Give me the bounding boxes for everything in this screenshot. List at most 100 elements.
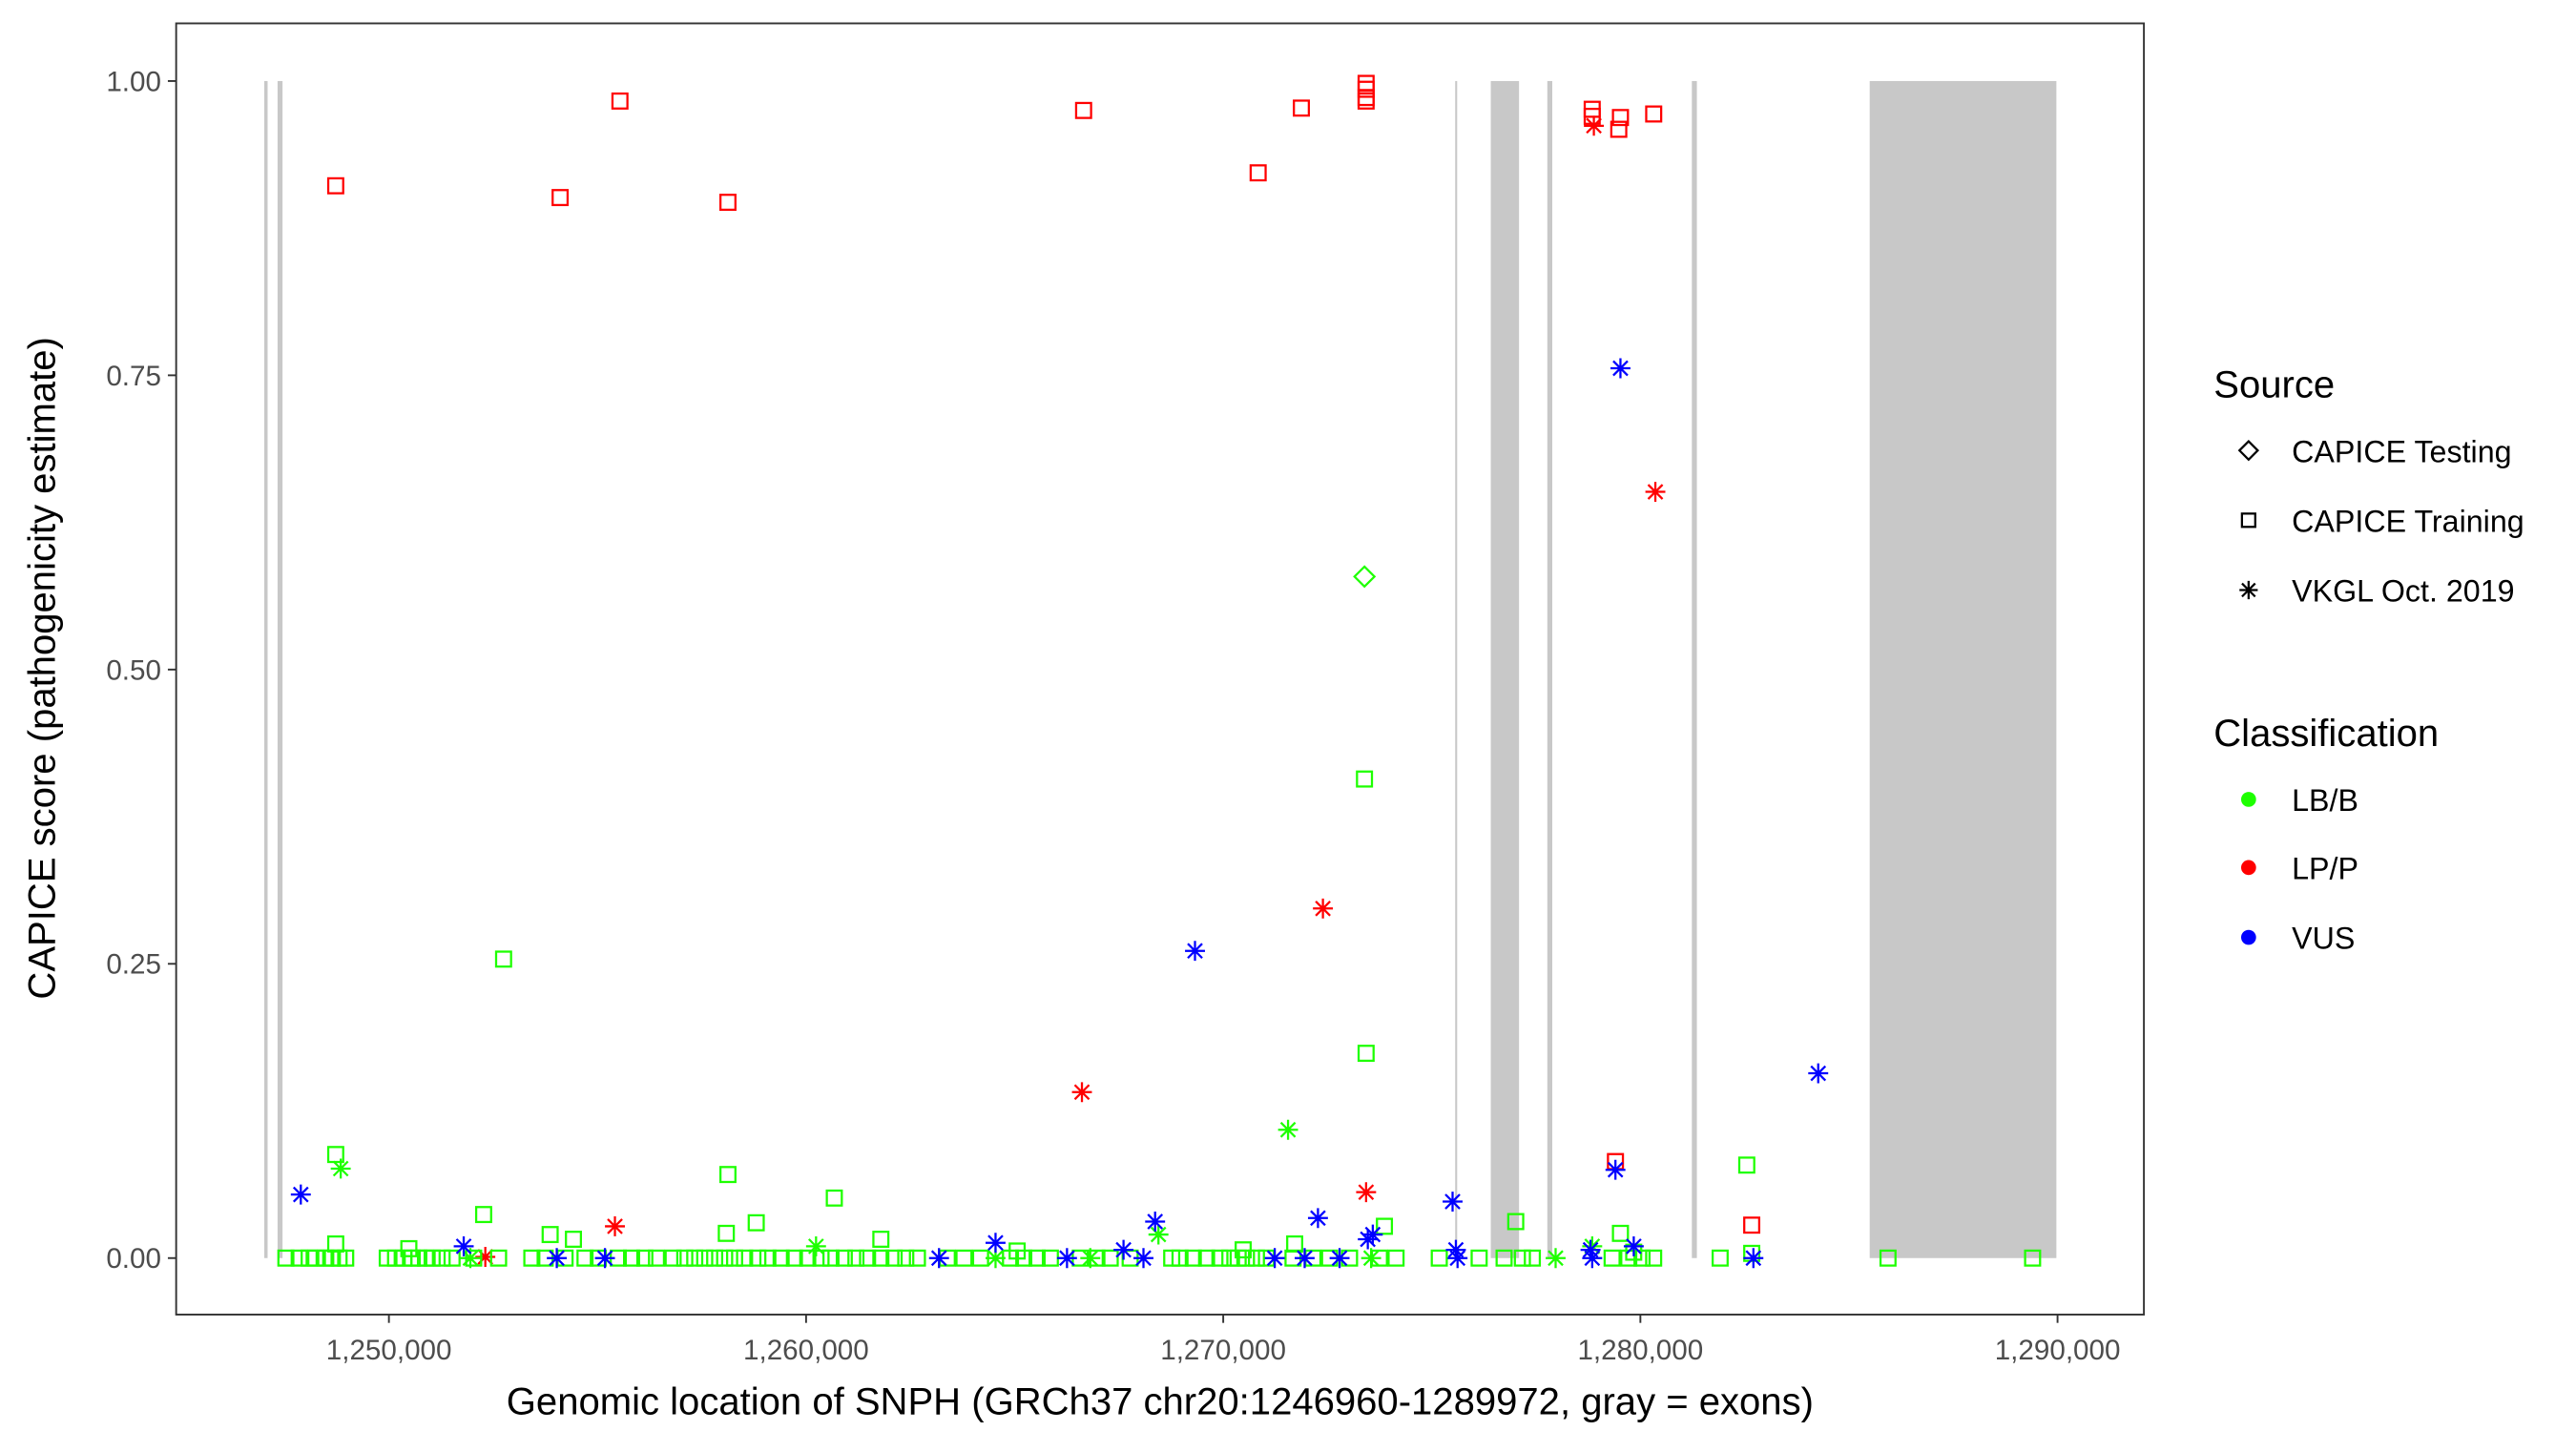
- data-point: [1445, 1239, 1466, 1260]
- data-point: [1582, 1248, 1603, 1269]
- square-mark: [1513, 1249, 1531, 1267]
- data-point: [635, 1249, 654, 1267]
- square-mark: [675, 1249, 694, 1267]
- asterisk-mark: [453, 1235, 474, 1256]
- y-tick-label: 0.25: [106, 949, 161, 981]
- square-mark: [696, 1249, 714, 1267]
- legend: Source Classification CAPICE Testing CAPI…: [2213, 363, 2524, 955]
- data-point: [1611, 1224, 1630, 1242]
- square-mark: [822, 1249, 840, 1267]
- data-point: [1645, 482, 1666, 502]
- asterisk-mark: [594, 1248, 615, 1269]
- data-point: [897, 1249, 915, 1267]
- data-point: [330, 1158, 351, 1179]
- asterisk-mark: [1443, 1192, 1463, 1212]
- exon-rect: [1490, 80, 1520, 1258]
- square-mark: [825, 1189, 843, 1207]
- data-point: [307, 1249, 324, 1267]
- data-point: [523, 1249, 541, 1267]
- data-point: [1808, 1063, 1829, 1084]
- asterisk-mark: [1623, 1235, 1644, 1256]
- square-mark: [1247, 1249, 1265, 1267]
- data-point: [885, 1249, 904, 1267]
- square-mark: [523, 1249, 541, 1267]
- data-point: [736, 1249, 754, 1267]
- asterisk-mark: [290, 1184, 311, 1205]
- data-point: [1113, 1239, 1134, 1260]
- data-point: [1237, 1249, 1256, 1267]
- legend-dot-icon: [2241, 929, 2256, 945]
- legend-square-icon: [2240, 512, 2256, 529]
- square-mark: [1610, 120, 1628, 138]
- data-point: [955, 1249, 973, 1267]
- y-tick-label: 0.75: [106, 361, 161, 392]
- asterisk-mark: [475, 1247, 496, 1267]
- square-mark: [489, 1249, 508, 1267]
- square-mark: [1171, 1249, 1189, 1267]
- square-mark: [1197, 1249, 1215, 1267]
- square-mark: [494, 950, 512, 968]
- square-mark: [1357, 92, 1375, 110]
- data-point: [1376, 1217, 1394, 1235]
- data-point: [1645, 1249, 1663, 1267]
- square-mark: [1237, 1249, 1256, 1267]
- square-mark: [872, 1249, 890, 1267]
- data-point: [1148, 1224, 1169, 1245]
- data-point: [1080, 1248, 1101, 1269]
- asterisk-mark: [1445, 1239, 1466, 1260]
- data-point: [2024, 1249, 2042, 1267]
- data-point: [1610, 358, 1631, 379]
- square-mark: [1387, 1249, 1405, 1267]
- data-point: [772, 1249, 790, 1267]
- data-point: [717, 1224, 736, 1242]
- legend-class-label: LB/B: [2292, 783, 2358, 818]
- square-mark: [1633, 1249, 1652, 1267]
- square-mark: [799, 1249, 817, 1267]
- data-point: [1356, 770, 1374, 788]
- asterisk-mark: [1582, 1235, 1603, 1256]
- asterisk-mark: [460, 1248, 481, 1269]
- data-point: [1362, 1224, 1383, 1245]
- data-point: [1071, 1082, 1092, 1103]
- data-point: [1443, 1192, 1463, 1212]
- x-tick-label: 1,290,000: [1995, 1335, 2121, 1366]
- legend-class-label: LP/P: [2292, 852, 2358, 886]
- asterisk-mark: [1362, 1224, 1383, 1245]
- square-mark: [1524, 1249, 1542, 1267]
- exon-regions: [263, 80, 2057, 1258]
- legend-source-label: CAPICE Testing: [2292, 434, 2511, 468]
- data-point: [453, 1235, 474, 1256]
- square-mark: [474, 1206, 492, 1224]
- legend-asterisk-icon: [2239, 580, 2258, 600]
- x-tick-label: 1,280,000: [1577, 1335, 1703, 1366]
- data-point: [872, 1231, 890, 1248]
- data-point: [785, 1249, 803, 1267]
- asterisk-mark: [1361, 1248, 1381, 1269]
- data-point: [1447, 1248, 1468, 1269]
- square-mark: [872, 1231, 890, 1248]
- square-mark: [747, 1213, 765, 1232]
- asterisk-mark: [1584, 115, 1605, 136]
- data-point: [1185, 941, 1205, 962]
- square-mark: [277, 1249, 295, 1267]
- data-point: [1582, 1235, 1603, 1256]
- data-point: [433, 1249, 451, 1267]
- data-point: [594, 1248, 615, 1269]
- square-mark: [551, 189, 570, 207]
- asterisk-mark: [1356, 1182, 1377, 1203]
- square-mark: [1249, 164, 1267, 182]
- data-point: [928, 1248, 949, 1269]
- data-point: [1361, 1248, 1381, 1269]
- asterisk-mark: [1605, 1159, 1626, 1180]
- asterisk-mark: [2239, 580, 2258, 600]
- data-point: [986, 1233, 1006, 1254]
- data-point: [872, 1249, 890, 1267]
- asterisk-mark: [1307, 1208, 1328, 1229]
- legend-source-label: VKGL Oct. 2019: [2292, 574, 2514, 609]
- square-mark: [1645, 105, 1663, 123]
- data-point: [1743, 1216, 1761, 1234]
- square-mark: [717, 1224, 736, 1242]
- data-point: [835, 1249, 853, 1267]
- square-mark: [686, 1249, 704, 1267]
